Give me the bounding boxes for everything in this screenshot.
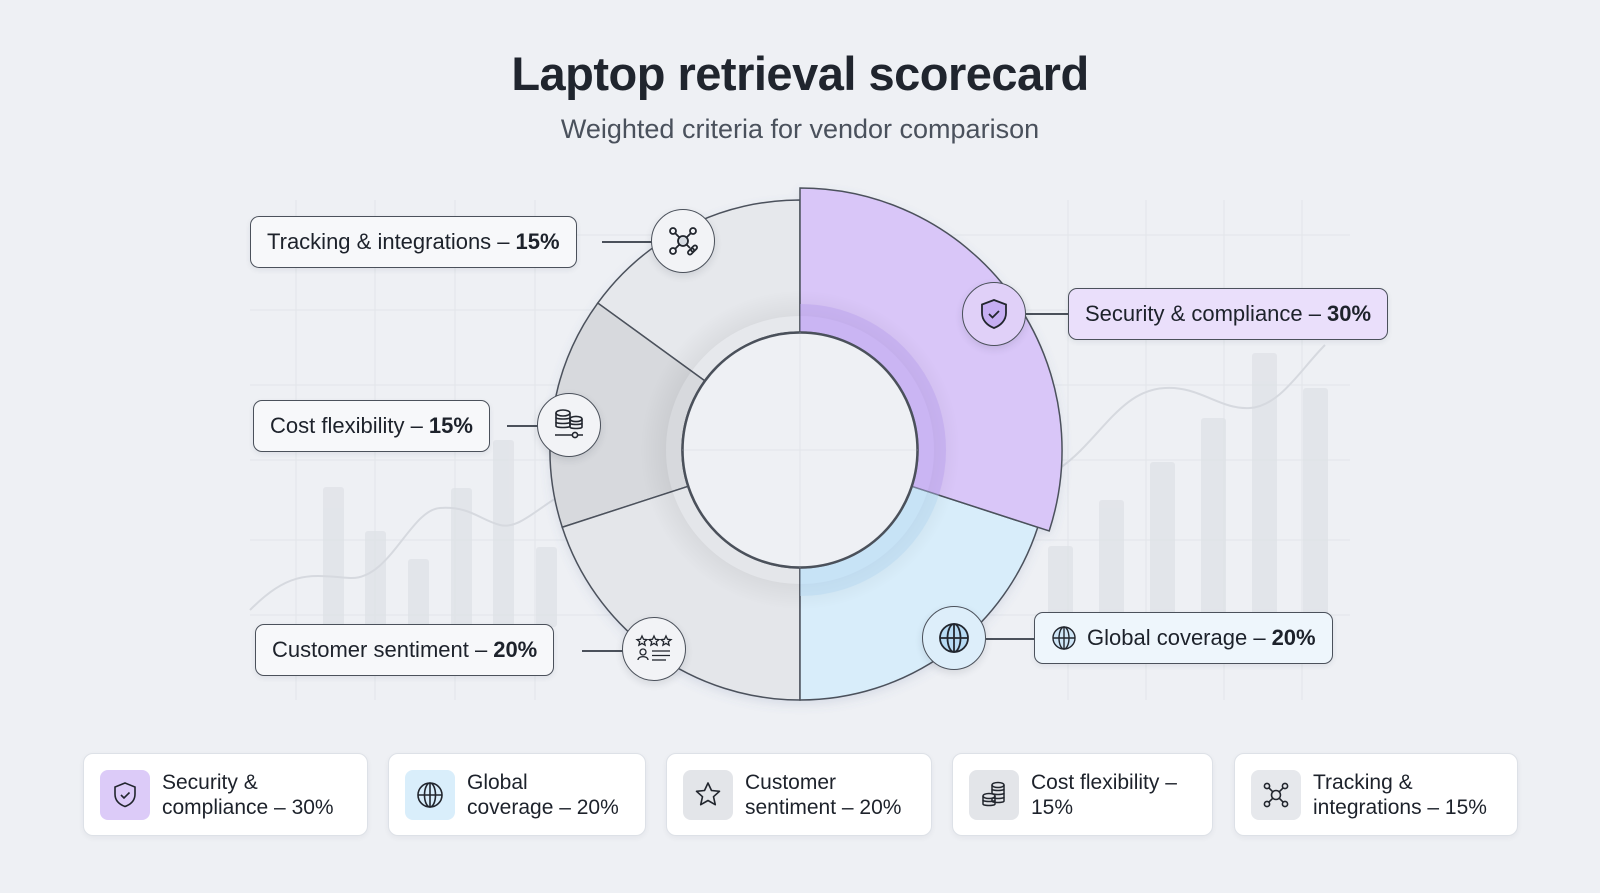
legend-line1: Tracking & [1313,770,1413,794]
legend-line1: Customer [745,770,837,794]
legend-line2: integrations – 15% [1313,795,1487,819]
legend-line2: sentiment – 20% [745,795,902,819]
callout-security[interactable]: Security & compliance – 30% [1068,288,1389,340]
node-customer[interactable] [622,617,686,681]
shield-check-icon [114,781,136,807]
legend-line2: compliance – 30% [162,795,334,819]
globe-icon [417,781,443,808]
callout-customer-value: 20% [493,637,538,662]
legend-line1: Security & [162,770,258,794]
legend-line1: Cost flexibility – [1031,770,1177,794]
legend-icon-box [405,769,455,820]
shield-check-icon [981,299,1007,329]
legend-line2: 15% [1031,795,1074,819]
legend-icon-box [969,769,1019,820]
callout-global-value: 20% [1271,625,1316,650]
callout-global-label: Global coverage – [1087,625,1266,650]
callout-tracking[interactable]: Tracking & integrations – 15% [250,216,577,268]
page-title: Laptop retrieval scorecard [511,47,1089,100]
callout-customer[interactable]: Customer sentiment – 20% [255,624,555,676]
legend-icon-box [1251,769,1301,820]
star-icon [695,781,721,805]
network-hub-icon [669,227,698,256]
coins-icon [982,781,1005,806]
legend-card-global[interactable]: Global coverage – 20% [388,753,646,836]
legend-line2: coverage – 20% [467,795,619,819]
legend-card-tracking[interactable]: Tracking & integrations – 15% [1234,753,1518,836]
globe-icon [1052,626,1076,650]
callout-security-label: Security & compliance – [1085,301,1321,326]
legend-icon-box [683,769,733,820]
callout-tracking-value: 15% [515,229,560,254]
connector-cost [507,425,539,427]
legend-card-customer[interactable]: Customer sentiment – 20% [666,753,932,836]
callout-customer-label: Customer sentiment – [272,637,488,662]
legend-icon-box [100,769,150,820]
node-security[interactable] [962,282,1026,346]
node-global[interactable] [922,606,986,670]
node-tracking[interactable] [651,209,715,273]
legend-card-security[interactable]: Security & compliance – 30% [83,753,368,836]
connector-security [1026,313,1068,315]
globe-icon [939,623,969,653]
callout-cost[interactable]: Cost flexibility – 15% [253,400,490,452]
connector-customer [582,650,624,652]
callout-global[interactable]: Global coverage – 20% [1034,612,1333,664]
node-cost[interactable] [537,393,601,457]
callout-cost-value: 15% [428,413,473,438]
connector-tracking [602,241,652,243]
legend-line1: Global [467,770,528,794]
legend-card-cost[interactable]: Cost flexibility –15% [952,753,1213,836]
callout-cost-label: Cost flexibility – [270,413,423,438]
network-hub-icon [1263,782,1289,807]
callout-tracking-label: Tracking & integrations – [267,229,510,254]
stars-review-icon [635,634,673,661]
callout-security-value: 30% [1327,301,1372,326]
page-subtitle: Weighted criteria for vendor comparison [560,114,1040,144]
coins-slider-icon [555,409,583,439]
connector-global [986,638,1034,640]
